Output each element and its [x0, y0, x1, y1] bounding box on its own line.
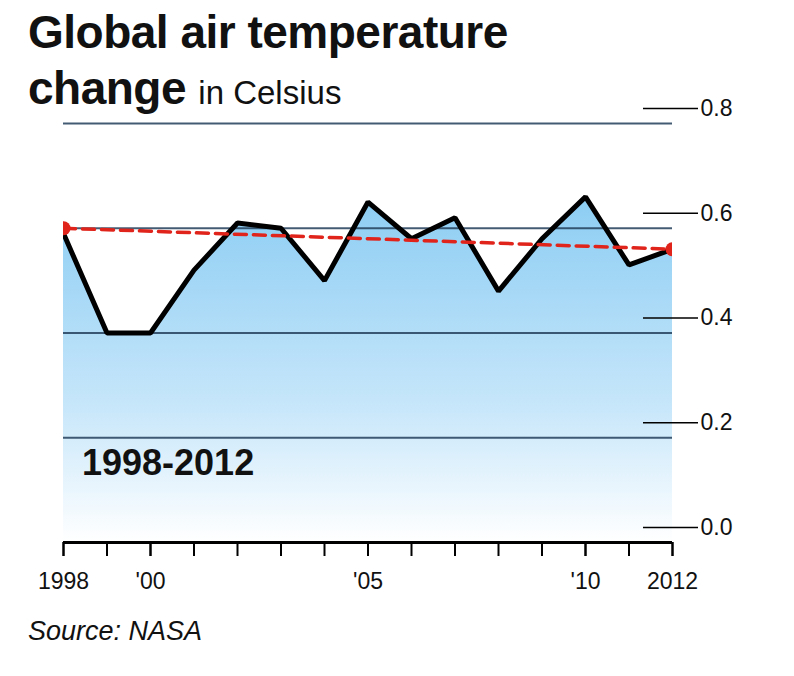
- svg-text:'05: '05: [353, 568, 383, 594]
- svg-text:'10: '10: [571, 568, 601, 594]
- svg-text:0.6: 0.6: [701, 200, 733, 226]
- svg-text:0.8: 0.8: [701, 95, 733, 121]
- html-text:1998-2012: 1998-2012: [82, 442, 255, 483]
- svg-text:1998: 1998: [38, 568, 89, 594]
- html-text:Global air temperature changei: Global air temperature changein Celsius: [28, 6, 508, 114]
- svg-text:0.2: 0.2: [701, 409, 733, 435]
- svg-text:2012: 2012: [647, 568, 698, 594]
- svg-text:0.4: 0.4: [701, 304, 733, 330]
- html-text:Source: NASA: Source: NASA: [28, 616, 203, 646]
- svg-text:'00: '00: [136, 568, 166, 594]
- svg-text:0.0: 0.0: [701, 514, 733, 540]
